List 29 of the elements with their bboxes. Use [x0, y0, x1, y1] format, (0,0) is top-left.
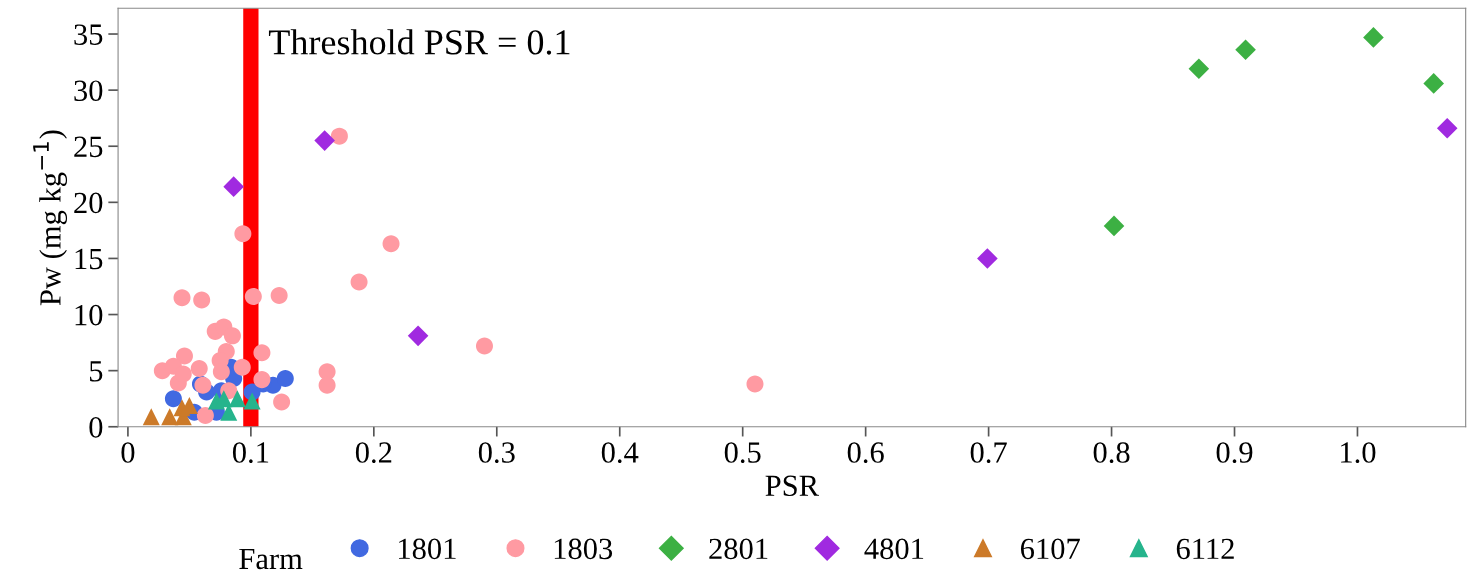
legend-label: 6107: [1020, 538, 1080, 560]
x-tick-label: 0.2: [355, 442, 392, 463]
y-tick-label: 5: [89, 361, 103, 382]
x-tick-label: 0.6: [847, 442, 884, 463]
y-tick-label: 0: [89, 417, 103, 438]
y-tick-label: 20: [74, 192, 103, 214]
legend-title: Farm: [239, 548, 303, 570]
x-axis-title: PSR: [765, 475, 820, 497]
ref-line-label: Threshold PSR = 0.1: [268, 29, 570, 55]
legend-label: 1801: [399, 538, 456, 560]
x-tick-label: 0.9: [1216, 442, 1253, 463]
x-tick-label: 0.4: [601, 442, 639, 463]
y-tick-label: 10: [75, 304, 103, 326]
x-tick-label: 1.0: [1341, 442, 1376, 463]
x-tick-label: 0.1: [232, 442, 269, 463]
legend-label: 1803: [554, 538, 613, 560]
x-tick-label: 0: [121, 442, 135, 463]
legend-label: 6112: [1176, 538, 1234, 560]
legend-label: 4801: [864, 538, 924, 560]
x-tick-label: 0.5: [724, 442, 761, 463]
x-tick-label: 0.3: [478, 442, 515, 463]
y-tick-label: 25: [74, 136, 103, 158]
y-axis-title: Pw (mg kg$^{−1}$): [33, 130, 68, 306]
x-tick-label: 0.7: [970, 442, 1007, 463]
y-tick-label: 15: [75, 248, 103, 270]
y-tick-label: 30: [74, 80, 103, 102]
x-tick-label: 0.8: [1093, 442, 1130, 463]
y-tick-label: 35: [74, 24, 103, 45]
legend-label: 2801: [709, 538, 768, 560]
